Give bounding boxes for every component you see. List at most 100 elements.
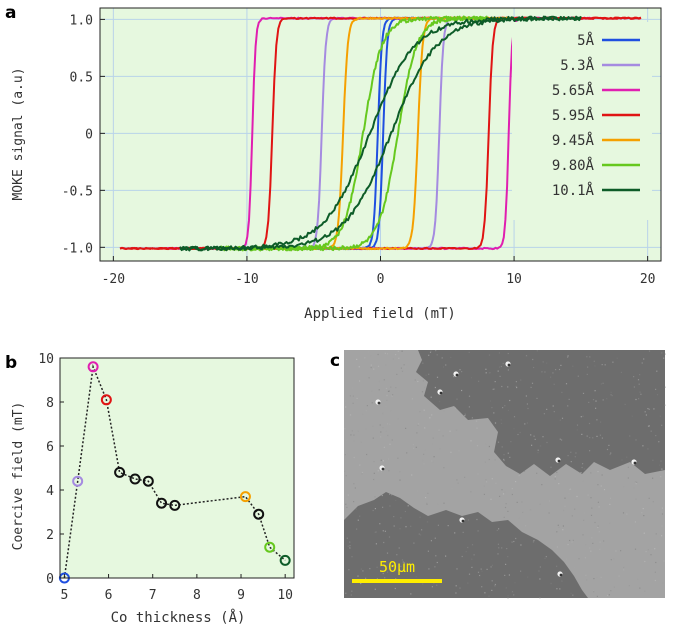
grain [499,495,501,497]
grain [520,570,522,572]
coercive-field-chart: 5 6 7 8 9 10 0 2 4 6 8 10 Co thickness (Å) Coercive… [11,352,295,626]
grain [391,439,393,441]
grain [567,544,569,546]
grain [624,403,626,405]
grain [491,580,493,582]
plot-frame [59,357,295,579]
grain [595,400,597,402]
grain [389,443,391,445]
grain [488,372,490,374]
grain [597,471,599,473]
grain [658,464,661,466]
grain [461,389,463,392]
grain [434,537,436,539]
grain [382,572,384,575]
grain [443,410,445,412]
grain [505,563,507,565]
grain [582,480,584,482]
grain [399,479,401,481]
grain [556,565,558,567]
grain [664,404,666,406]
grain [368,377,370,379]
grain [591,507,593,509]
grain [486,568,488,570]
y-tick-label: -1.0 [62,241,93,256]
grain [654,571,656,573]
grain [501,385,503,388]
grain [387,390,390,392]
grain [465,551,467,553]
grain [504,574,506,576]
grain [454,532,456,534]
grain [596,435,598,437]
grain [621,459,623,461]
grain [586,373,588,375]
grain [404,510,406,513]
grain [618,575,620,577]
y-tick-label: 2 [46,528,54,543]
grain [379,468,381,470]
grain [567,405,569,407]
grain [652,501,654,503]
grain [656,394,659,396]
grain [554,478,556,480]
grain [664,386,666,388]
data-point [156,497,168,509]
grain [564,505,566,507]
grain [518,517,520,519]
grain [445,555,447,557]
grain [412,444,414,446]
grain [373,472,375,474]
grain [384,530,386,532]
grain [583,468,586,470]
grain [521,501,523,503]
y-tick-label: 0.5 [70,70,93,85]
grain [346,537,348,539]
grain [355,508,357,510]
grain [603,489,606,491]
grain [590,514,593,516]
grain [389,505,391,507]
data-point [142,475,154,487]
grain [501,446,503,448]
grain [461,555,463,558]
grain [433,456,435,458]
grain [475,420,478,422]
grain [556,546,558,548]
grain [582,415,584,417]
grain [656,370,658,372]
grain [397,457,399,459]
grain [432,437,434,439]
grain [549,500,551,502]
grain [511,541,513,543]
grain [546,362,548,364]
grain [345,592,347,594]
x-tick-label: 6 [105,588,113,603]
grain [596,595,598,597]
grain [442,435,444,437]
grain [507,352,509,355]
grain [526,403,528,405]
surface-particles [344,350,666,599]
grain [353,456,355,459]
grain [456,568,458,570]
grain [559,588,561,590]
connecting-line-path [63,363,286,579]
grain [503,516,505,518]
grain [422,583,424,585]
grain [500,419,502,421]
grain [449,430,451,432]
grain [418,533,420,535]
grain [485,443,487,445]
grain [357,575,359,577]
grain [572,365,574,367]
grain [571,541,573,543]
grain [382,427,384,429]
grain [542,436,544,438]
grain [580,416,582,418]
grain [647,425,650,427]
grain [573,507,575,509]
grain [537,452,539,454]
grain [483,485,485,487]
grain [468,406,470,408]
